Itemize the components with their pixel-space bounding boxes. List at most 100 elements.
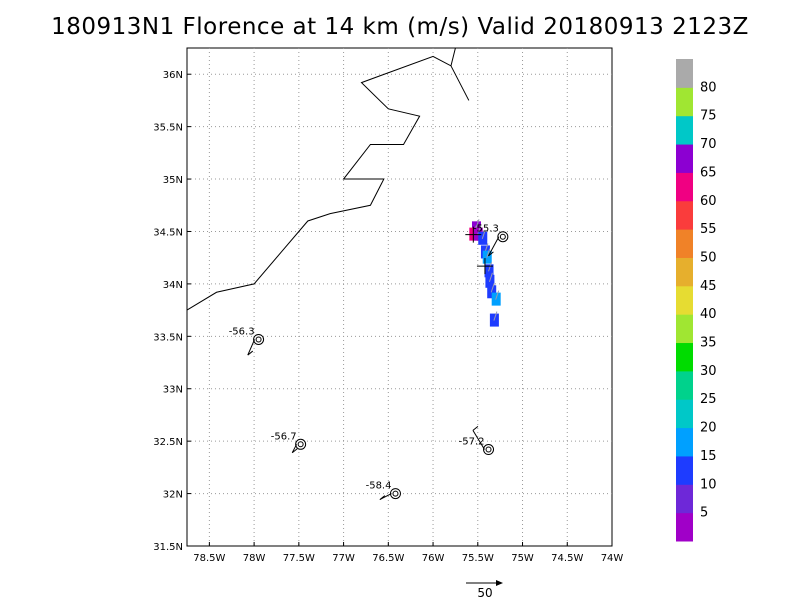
lon-tick-label: 74W xyxy=(601,553,624,564)
station-marker: -58.4 xyxy=(366,481,401,501)
colorbar-label: 20 xyxy=(700,421,717,436)
wind-vector xyxy=(495,290,500,300)
wind-vector xyxy=(481,229,486,239)
colorbar-label: 25 xyxy=(700,392,717,407)
coastline xyxy=(186,47,470,311)
colorbar-label: 45 xyxy=(700,279,717,294)
border-path xyxy=(450,47,456,66)
colorbar-segment xyxy=(676,399,693,429)
station-temp-label: -56.3 xyxy=(229,326,255,337)
station-marker: -56.7 xyxy=(271,431,307,454)
colorbar-segment xyxy=(676,314,693,344)
lon-tick-label: 78W xyxy=(243,553,266,564)
colorbar-segment xyxy=(676,484,693,514)
station-core-icon xyxy=(297,441,304,448)
lon-tick-label: 76.5W xyxy=(372,553,404,564)
lon-tick-label: 78.5W xyxy=(193,553,225,564)
wind-barb-flag-icon xyxy=(472,425,479,431)
colorbar-label: 10 xyxy=(700,477,717,492)
reference-vector-label: 50 xyxy=(477,586,492,600)
lon-tick-label: 74.5W xyxy=(551,553,583,564)
colorbar-segment xyxy=(676,59,693,88)
map-grid xyxy=(187,48,613,547)
station-ring-icon xyxy=(253,333,265,345)
wind-cells xyxy=(465,219,501,327)
reference-arrowhead xyxy=(496,580,503,586)
colorbar-segment xyxy=(676,427,693,457)
colorbar-label: 70 xyxy=(700,137,717,152)
station-ring-icon xyxy=(295,438,307,450)
wind-vector xyxy=(490,283,495,293)
colorbar-segment xyxy=(676,229,693,258)
lat-tick-label: 32.5N xyxy=(153,437,183,448)
colorbar-label: 60 xyxy=(700,194,717,209)
map-title: 180913N1 Florence at 14 km (m/s) Valid 2… xyxy=(51,14,749,40)
colorbar-segment xyxy=(676,200,693,230)
lon-tick-label: 75W xyxy=(511,553,534,564)
colorbar-segment xyxy=(676,370,693,400)
lat-tick-label: 32N xyxy=(163,490,183,501)
colorbar-label: 35 xyxy=(700,336,717,351)
colorbar-segment xyxy=(676,172,693,202)
wind-vector xyxy=(493,311,498,321)
colorbar-segment xyxy=(676,257,693,287)
wind-barb-icon xyxy=(472,430,485,450)
colorbar-label: 75 xyxy=(700,109,717,124)
lat-tick-label: 34.5N xyxy=(153,227,183,238)
colorbar-segment xyxy=(676,115,693,145)
station-temp-label: -56.7 xyxy=(271,431,297,442)
colorbar-label: 5 xyxy=(700,506,708,521)
colorbar-segment xyxy=(676,512,693,542)
wind-vector xyxy=(486,248,491,258)
lat-tick-label: 35N xyxy=(163,175,183,186)
coastline-path xyxy=(186,55,470,311)
colorbar-segment xyxy=(676,342,693,372)
station-temp-label: -55.3 xyxy=(473,224,499,235)
station-temp-label: -58.4 xyxy=(366,481,392,492)
station-core-icon xyxy=(392,490,399,497)
colorbar-label: 50 xyxy=(700,250,717,265)
station-ring-icon xyxy=(483,444,495,456)
station-core-icon xyxy=(255,336,262,343)
lat-tick-label: 33N xyxy=(163,385,183,396)
lat-tick-label: 31.5N xyxy=(153,542,183,553)
reference-vector: 50 xyxy=(466,580,503,600)
axis-tick-labels: 78.5W 78W 77.5W 77W 76.5W 76W 75.5W 75W 74.5W 74W… xyxy=(153,70,623,564)
lat-tick-label: 33.5N xyxy=(153,332,183,343)
station-ring-icon xyxy=(389,488,401,500)
station-core-icon xyxy=(499,233,506,240)
wind-barb-icon xyxy=(291,444,298,453)
colorbar-segment xyxy=(676,285,693,315)
station-ring-icon xyxy=(497,231,509,243)
station-temp-label: -57.2 xyxy=(459,437,485,448)
wind-barb-flag-icon xyxy=(247,350,254,356)
wind-barb-flag-icon xyxy=(488,251,494,257)
colorbar-label: 55 xyxy=(700,222,717,237)
colorbar-segment xyxy=(676,87,693,117)
wind-vector xyxy=(488,262,493,272)
wind-barb-flag-icon xyxy=(379,495,386,500)
wind-barb-icon xyxy=(488,236,500,257)
colorbar-label: 80 xyxy=(700,80,717,95)
lat-tick-label: 36N xyxy=(163,70,183,81)
station-core-icon xyxy=(485,446,492,453)
wind-barb-flag-icon xyxy=(291,448,298,454)
wind-vector xyxy=(475,219,480,229)
map-frame xyxy=(186,47,613,547)
lat-tick-label: 35.5N xyxy=(153,123,183,134)
colorbar-label: 15 xyxy=(700,449,717,464)
colorbar-label: 65 xyxy=(700,165,717,180)
wind-vector xyxy=(488,272,493,282)
station-marker: -55.3 xyxy=(473,224,509,257)
station-markers: -56.3 -56.7 -58.4 -57.2 -55.3 xyxy=(229,224,509,501)
wind-barb-icon xyxy=(247,339,256,356)
station-marker: -56.3 xyxy=(229,326,265,356)
lon-tick-label: 76W xyxy=(422,553,445,564)
colorbar-label: 40 xyxy=(700,307,717,322)
lon-tick-label: 75.5W xyxy=(462,553,494,564)
colorbar-label: 30 xyxy=(700,364,717,379)
lat-tick-label: 34N xyxy=(163,280,183,291)
colorbar-segment xyxy=(676,455,693,485)
colorbar: 5 10 15 20 25 30 35 40 45 50 55 60 65 70 75 80 xyxy=(676,59,717,542)
